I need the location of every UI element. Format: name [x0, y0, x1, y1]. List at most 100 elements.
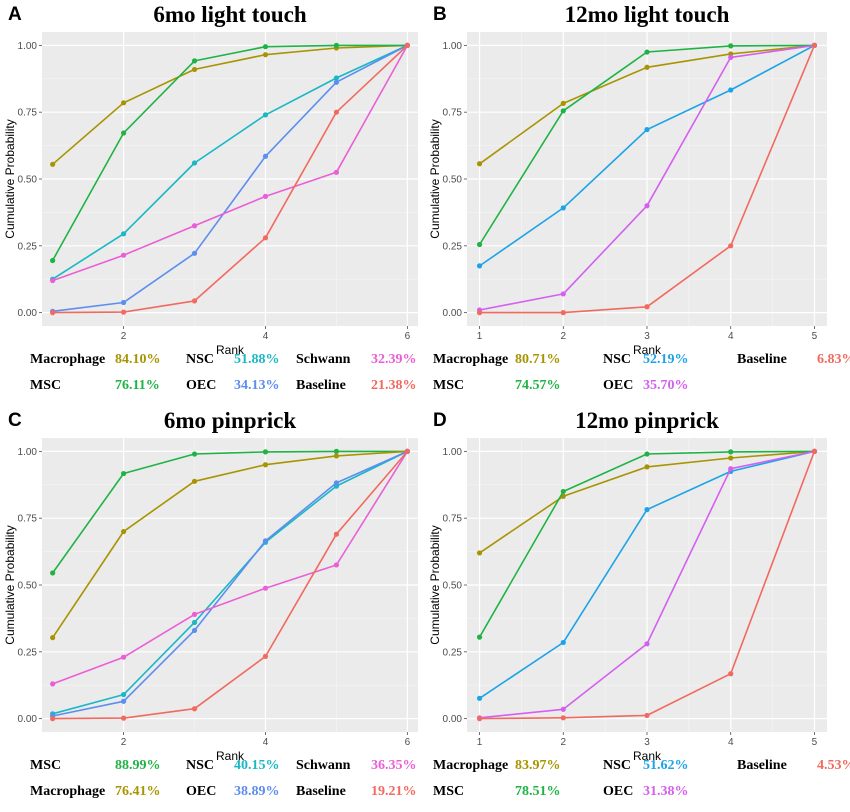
data-point: [644, 451, 650, 457]
series-baseline: [476, 448, 818, 722]
data-point: [560, 100, 566, 106]
data-point: [560, 310, 566, 316]
data-point: [50, 257, 56, 264]
data-point: [120, 231, 127, 237]
x-axis-label: Rank: [633, 343, 662, 357]
data-point: [262, 449, 269, 455]
chart-c-svg: C 6mo pinprick 0.00 0.25 0.50 0.75 1.00 2 4 6 Rank…: [3, 408, 418, 763]
legend-name: Schwann: [296, 758, 351, 773]
legend-percentage: 51.62%: [643, 758, 689, 773]
legend-percentage: 40.15%: [234, 758, 280, 773]
legend-percentage: 84.10%: [115, 352, 161, 367]
x-tick-label: 4: [263, 737, 269, 748]
legend-name: NSC: [186, 352, 215, 367]
data-point: [262, 462, 269, 468]
data-point: [476, 310, 483, 316]
series-line: [52, 45, 409, 282]
panel-label: D: [433, 410, 447, 431]
legend-percentage: 19.21%: [371, 784, 417, 799]
data-point: [262, 112, 269, 118]
data-point: [728, 87, 734, 93]
legend-percentage: 76.11%: [115, 378, 160, 393]
data-point: [476, 695, 483, 701]
data-point: [262, 585, 269, 591]
data-point: [333, 448, 340, 454]
legend-entry-nsc: NSC 40.15%: [186, 758, 280, 774]
data-point: [728, 43, 734, 49]
data-point: [191, 451, 198, 457]
legend-percentage: 35.70%: [643, 378, 689, 393]
data-point: [728, 54, 734, 60]
chart-panel-a: A 6mo light touch 0.00 0.25 0.50 0.75 1.00 2 4 6 R…: [0, 0, 425, 406]
data-point: [476, 263, 483, 269]
series-line: [51, 44, 408, 261]
legend-name: OEC: [603, 784, 634, 799]
data-point: [644, 507, 650, 513]
y-tick-label: 1.00: [18, 447, 38, 458]
x-tick-label: 2: [560, 331, 566, 342]
legend-percentage: 6.83%: [817, 352, 850, 367]
x-tick-label: 6: [405, 331, 411, 342]
legend-percentage: 32.39%: [371, 352, 417, 367]
legend-name: Baseline: [737, 758, 787, 773]
data-point: [728, 466, 734, 472]
data-point: [333, 562, 340, 568]
y-tick-label: 0.75: [18, 108, 38, 119]
data-point: [120, 470, 127, 477]
data-point: [404, 42, 410, 48]
chart-panel-c: C 6mo pinprick 0.00 0.25 0.50 0.75 1.00 2 4 6 Rank…: [0, 406, 425, 812]
legend-name: MSC: [433, 784, 465, 799]
y-tick-label: 1.00: [443, 41, 463, 52]
legend-entry-nsc: NSC 51.62%: [603, 758, 689, 774]
legend-entry-oec: OEC 35.70%: [603, 378, 689, 394]
data-point: [191, 627, 198, 634]
x-tick-label: 3: [644, 331, 650, 342]
series-line: [52, 44, 408, 314]
data-point: [50, 310, 56, 316]
series-baseline: [50, 448, 410, 722]
legend-entry-nsc: NSC 52.19%: [603, 352, 689, 368]
chart-d-svg: D 12mo pinprick 0.00 0.25 0.50 0.75 1.00 1 2 3 4 5 R…: [428, 408, 827, 763]
y-tick-label: 0.00: [443, 308, 463, 319]
y-tick-label: 0.50: [443, 581, 463, 592]
data-point: [262, 653, 269, 659]
data-point: [644, 304, 650, 310]
data-point: [333, 42, 340, 48]
y-tick-label: 1.00: [18, 41, 38, 52]
legend-percentage: 36.35%: [371, 758, 417, 773]
data-point: [560, 715, 566, 721]
data-point: [191, 298, 198, 304]
data-point: [560, 706, 566, 712]
legend-name: OEC: [186, 784, 217, 799]
legend-percentage: 74.57%: [515, 378, 561, 393]
legend-name: MSC: [30, 758, 62, 773]
data-point: [404, 448, 410, 454]
legend-entry-macrophage: Macrophage 76.41%: [30, 784, 161, 800]
data-point: [811, 448, 818, 454]
y-tick-label: 0.25: [443, 241, 463, 252]
data-point: [560, 488, 566, 495]
x-tick-label: 4: [263, 331, 269, 342]
data-point: [560, 108, 566, 114]
data-point: [262, 193, 269, 199]
x-tick-label: 5: [812, 737, 818, 748]
series-line: [52, 44, 408, 280]
legend-entry-oec: OEC 31.38%: [603, 784, 689, 800]
chart-a-svg: A 6mo light touch 0.00 0.25 0.50 0.75 1.00 2 4 6 R…: [3, 2, 418, 357]
data-point: [728, 243, 734, 249]
legend-percentage: 52.19%: [643, 352, 689, 367]
data-point: [262, 538, 269, 544]
data-point: [191, 58, 198, 64]
data-point: [50, 681, 56, 687]
x-tick-label: 3: [644, 737, 650, 748]
data-point: [50, 277, 56, 284]
y-tick-label: 0.00: [18, 308, 38, 319]
data-point: [644, 464, 650, 470]
data-point: [333, 169, 340, 175]
legend-name: MSC: [30, 378, 62, 393]
data-point: [476, 634, 483, 640]
data-point: [333, 75, 340, 81]
x-tick-label: 1: [477, 331, 483, 342]
chart-title: 6mo light touch: [153, 2, 307, 27]
series-msc: [50, 42, 410, 264]
